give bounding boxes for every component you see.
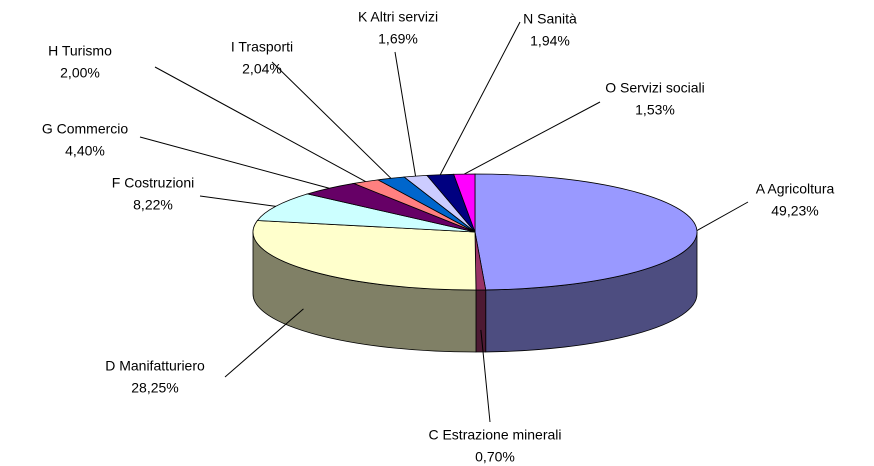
value-label: 0,70% xyxy=(475,449,515,465)
leader-line xyxy=(271,61,392,179)
pie-side xyxy=(475,289,487,353)
value-label: 1,53% xyxy=(635,102,675,118)
pie-slice xyxy=(453,173,476,233)
value-label: 1,69% xyxy=(378,31,418,47)
pie-slice xyxy=(256,193,476,233)
leader-line xyxy=(139,136,330,189)
value-label: 49,23% xyxy=(771,203,818,219)
value-label: 28,25% xyxy=(131,380,178,396)
category-label: K Altri servizi xyxy=(358,9,438,25)
leader-line xyxy=(154,66,366,182)
value-label: 8,22% xyxy=(133,197,173,213)
leader-line xyxy=(464,101,601,175)
pie-slice xyxy=(474,173,698,291)
category-label: G Commercio xyxy=(42,121,129,137)
leader-line xyxy=(439,21,521,175)
leader-line xyxy=(696,201,749,232)
value-label: 2,00% xyxy=(60,65,100,81)
category-label: A Agricoltura xyxy=(756,181,835,197)
leader-line xyxy=(480,329,491,423)
pie-slice xyxy=(252,220,477,291)
category-label: H Turismo xyxy=(48,43,112,59)
value-label: 1,94% xyxy=(530,33,570,49)
category-label: D Manifatturiero xyxy=(105,358,205,374)
value-label: 2,04% xyxy=(242,61,282,77)
category-label: O Servizi sociali xyxy=(605,80,705,96)
leader-line xyxy=(199,195,276,207)
category-label: F Costruzioni xyxy=(112,175,194,191)
value-label: 4,40% xyxy=(65,143,105,159)
category-label: I Trasporti xyxy=(231,39,293,55)
leader-line xyxy=(394,51,417,177)
leader-line xyxy=(224,308,304,378)
category-label: N Sanità xyxy=(523,11,577,27)
category-label: C Estrazione minerali xyxy=(428,427,561,443)
